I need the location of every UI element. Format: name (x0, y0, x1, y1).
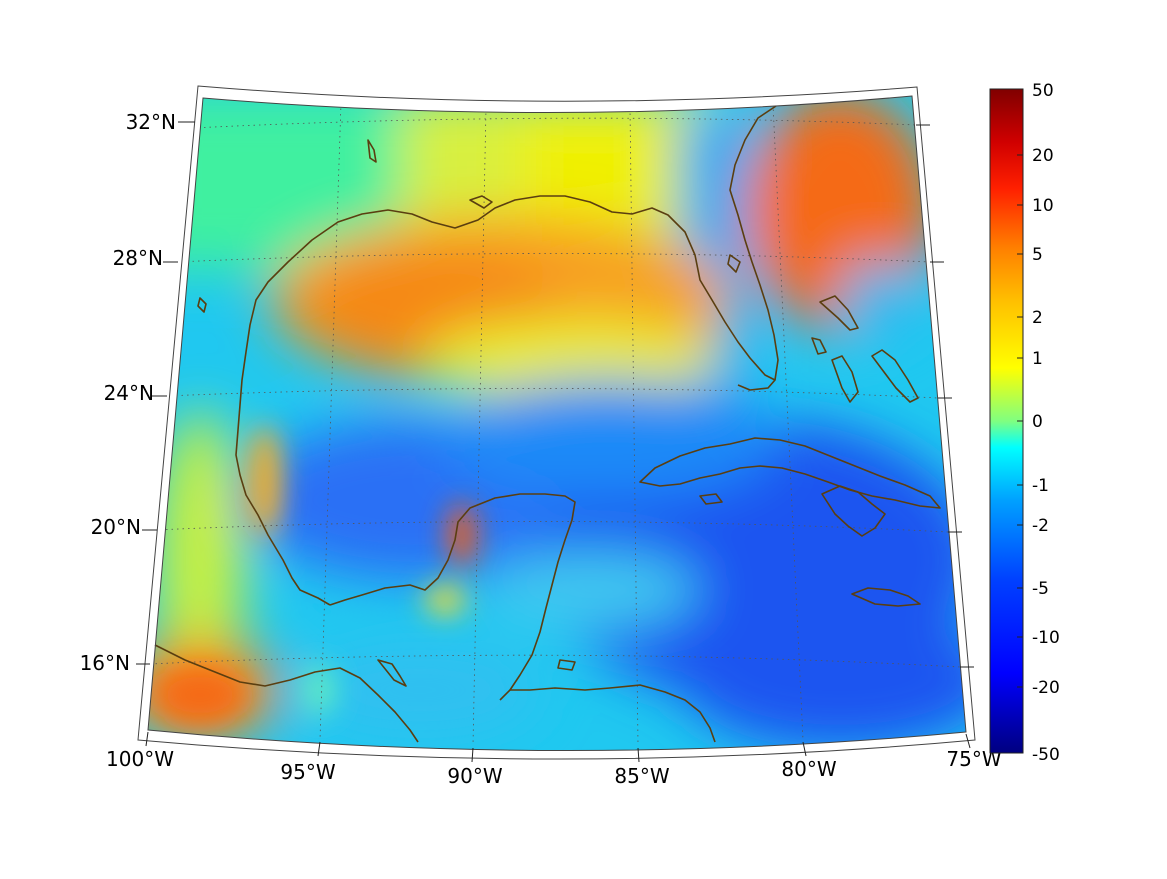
colorbar-tick: 50 (1032, 81, 1054, 101)
colorbar-tick: 1 (1032, 349, 1043, 369)
colorbar-tick: -2 (1032, 516, 1049, 536)
data-field (148, 96, 966, 751)
lon-label: 85°W (614, 764, 669, 788)
lat-label: 32°N (126, 110, 176, 134)
colorbar-tick: -1 (1032, 476, 1049, 496)
colorbar-tick: -50 (1032, 745, 1060, 765)
colorbar-tick: 0 (1032, 412, 1043, 432)
colorbar: 50 20 10 5 2 1 0 -1 -2 -5 -10 -20 -50 (989, 81, 1060, 765)
colorbar-tick: 5 (1032, 245, 1043, 265)
lat-label: 16°N (80, 651, 130, 675)
lon-label: 80°W (781, 757, 836, 781)
colorbar-tick: 10 (1032, 196, 1054, 216)
lon-label: 90°W (447, 764, 502, 788)
lat-label: 24°N (104, 381, 154, 405)
colorbar-tick: -20 (1032, 678, 1060, 698)
colorbar-tick: 20 (1032, 146, 1054, 166)
colorbar-tick: -5 (1032, 579, 1049, 599)
lon-label: 95°W (280, 760, 335, 784)
map-ticks (136, 121, 974, 763)
lon-label: 100°W (106, 747, 174, 771)
colorbar-tick: -10 (1032, 628, 1060, 648)
coastline (154, 105, 941, 743)
longitude-labels: 100°W 95°W 90°W 85°W 80°W 75°W (106, 747, 1002, 788)
colorbar-tick: 2 (1032, 308, 1043, 328)
lat-label: 28°N (113, 246, 163, 270)
lat-label: 20°N (91, 515, 141, 539)
map-frame (137, 85, 976, 760)
latitude-labels: 32°N 28°N 24°N 20°N 16°N (80, 110, 176, 675)
graticule (149, 102, 961, 746)
